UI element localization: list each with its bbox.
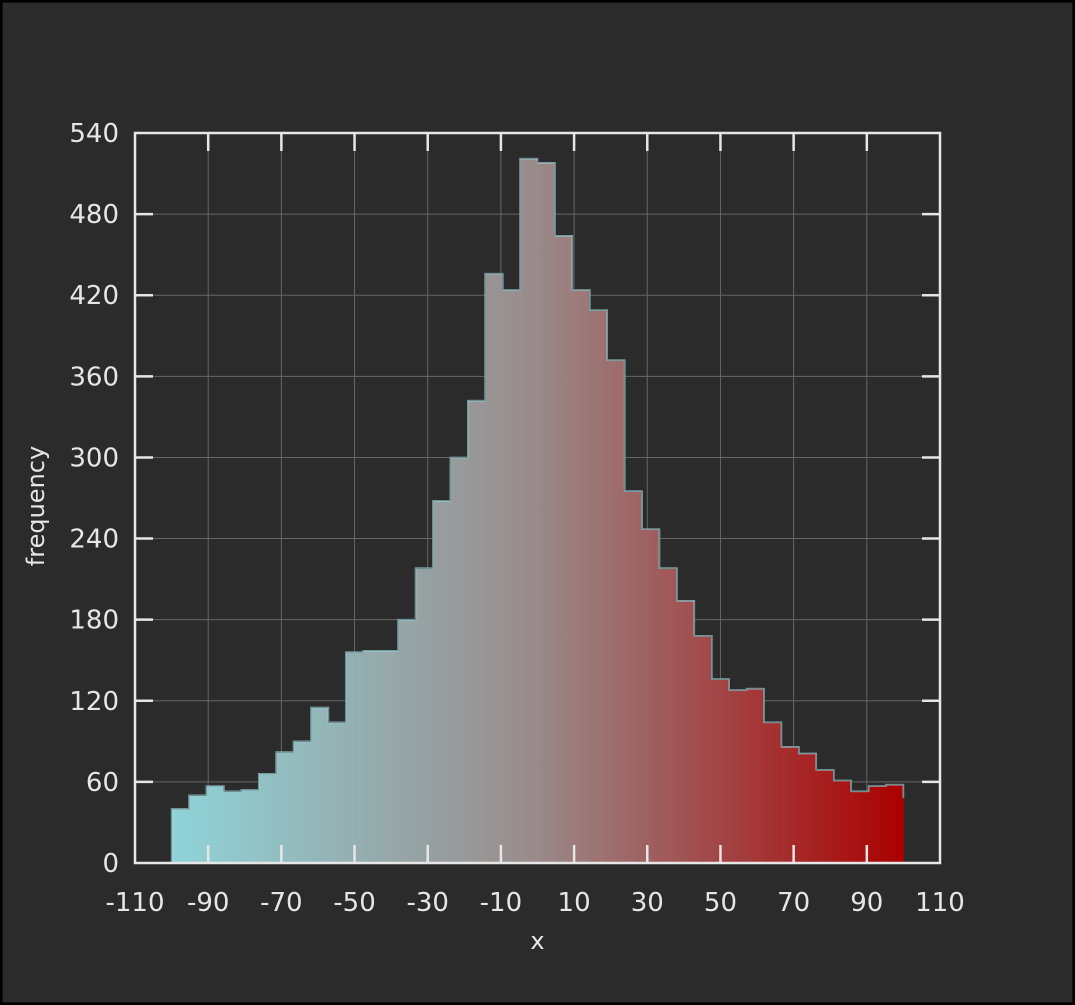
histogram-bar bbox=[311, 707, 330, 863]
x-tick-label: 90 bbox=[850, 888, 883, 918]
histogram-bar bbox=[398, 619, 417, 863]
histogram-bar bbox=[415, 568, 434, 863]
histogram-bar bbox=[711, 679, 730, 863]
y-tick-label: 0 bbox=[102, 849, 119, 879]
histogram-outline-shadow bbox=[171, 158, 904, 863]
histogram-bar bbox=[485, 273, 504, 863]
histogram-bar bbox=[624, 491, 643, 863]
histogram-bar bbox=[171, 808, 190, 863]
histogram-bar bbox=[763, 722, 783, 863]
y-tick-label: 540 bbox=[69, 119, 119, 149]
histogram-bar bbox=[659, 568, 678, 863]
histogram-bar bbox=[206, 785, 225, 863]
x-tick-label: -30 bbox=[406, 888, 448, 918]
y-tick-label: 120 bbox=[69, 687, 119, 717]
histogram-bar bbox=[694, 635, 713, 863]
histogram-bar bbox=[885, 784, 905, 863]
y-tick-label: 480 bbox=[69, 200, 119, 230]
histogram-bar bbox=[363, 650, 382, 863]
histogram-bar bbox=[868, 785, 887, 863]
histogram-bar bbox=[241, 790, 260, 863]
histogram-bar bbox=[798, 753, 817, 863]
y-tick-label: 180 bbox=[69, 606, 119, 636]
y-axis-title: frequency bbox=[22, 446, 50, 566]
x-tick-label: 50 bbox=[704, 888, 737, 918]
y-tick-label: 420 bbox=[69, 281, 119, 311]
histogram-bar bbox=[537, 162, 556, 864]
histogram-bar bbox=[589, 310, 608, 863]
x-tick-label: -70 bbox=[260, 888, 302, 918]
plot-area-border bbox=[133, 131, 942, 865]
x-tick-label: 30 bbox=[631, 888, 664, 918]
histogram-bar bbox=[729, 689, 748, 863]
histogram-bar bbox=[258, 773, 277, 863]
histogram-bar bbox=[781, 746, 800, 863]
histogram-bar bbox=[502, 289, 521, 863]
histogram-bar bbox=[520, 158, 539, 863]
histogram-bar bbox=[189, 795, 208, 863]
x-axis-title: x bbox=[530, 927, 544, 955]
histogram-bars bbox=[170, 157, 905, 864]
histogram-bar bbox=[467, 400, 486, 863]
histogram-bar bbox=[833, 780, 852, 863]
histogram-bar bbox=[816, 769, 835, 863]
axis-ticks bbox=[135, 133, 940, 863]
histogram-bar bbox=[345, 652, 364, 863]
histogram-bar bbox=[676, 600, 695, 863]
histogram-bar bbox=[328, 722, 347, 863]
histogram-bar bbox=[450, 457, 469, 863]
x-tick-label: -110 bbox=[105, 888, 164, 918]
histogram-bar bbox=[223, 791, 242, 863]
histogram-bar bbox=[851, 791, 870, 863]
x-tick-label: 10 bbox=[558, 888, 591, 918]
histogram-bar bbox=[642, 529, 661, 863]
x-tick-label: -90 bbox=[187, 888, 229, 918]
histogram-bar bbox=[380, 650, 399, 863]
x-tick-labels: -110 -90 -70 -50 -30 -10 10 30 50 70 90 110 bbox=[105, 888, 964, 918]
y-tick-label: 360 bbox=[69, 362, 119, 392]
histogram-bar bbox=[572, 289, 591, 863]
histogram-bar bbox=[607, 360, 626, 863]
histogram-bar bbox=[432, 500, 451, 863]
histogram-bar bbox=[554, 235, 573, 864]
y-tick-label: 60 bbox=[86, 768, 119, 798]
histogram-bar bbox=[276, 752, 295, 863]
x-tick-label: 110 bbox=[915, 888, 965, 918]
y-tick-label: 300 bbox=[69, 443, 119, 473]
y-tick-label: 240 bbox=[69, 525, 119, 555]
histogram-bar bbox=[293, 741, 312, 863]
x-tick-label: -50 bbox=[333, 888, 375, 918]
y-tick-labels: 0 60 120 180 240 300 360 420 480 540 bbox=[69, 119, 119, 879]
x-tick-label: 70 bbox=[777, 888, 810, 918]
x-tick-label: -10 bbox=[480, 888, 522, 918]
histogram-bar bbox=[746, 688, 765, 863]
